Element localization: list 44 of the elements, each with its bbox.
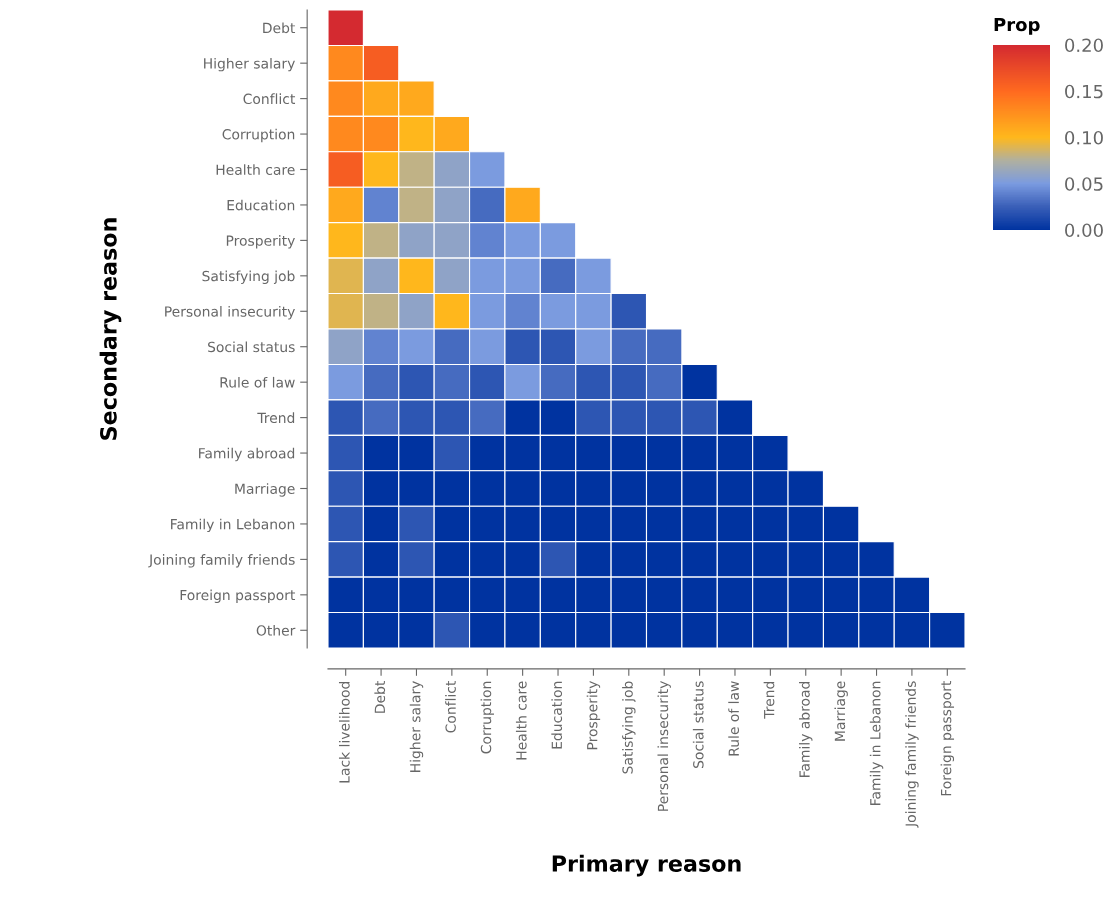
- x-tick-label: Joining family friends: [905, 681, 919, 828]
- y-tick-label: Rule of law: [220, 376, 295, 388]
- y-tick-label: Family in Lebanon: [171, 518, 295, 533]
- x-tick-label: Prosperity: [586, 681, 601, 750]
- x-tick-label: Family in Lebanon: [869, 681, 884, 805]
- x-tick-label: Health care: [515, 681, 527, 760]
- x-axis-title: Primary reason: [552, 854, 741, 877]
- y-tick-label: Higher salary: [204, 57, 295, 72]
- y-tick-label: Other: [256, 625, 296, 636]
- x-tick-label: Family abroad: [799, 681, 813, 777]
- y-tick-label: Debt: [263, 22, 296, 34]
- y-tick-label: Prosperity: [226, 235, 295, 249]
- x-tick-label: Personal insecurity: [657, 681, 671, 811]
- color-bar-label: 0.10: [1065, 130, 1103, 145]
- color-bar-label: 0.00: [1065, 223, 1103, 238]
- x-tick-label: Education: [551, 681, 563, 749]
- color-bar-label: 0.05: [1065, 177, 1103, 191]
- y-tick-label: Corruption: [222, 128, 295, 143]
- x-tick-label: Conflict: [445, 680, 456, 733]
- color-bar-label: 0.20: [1065, 38, 1103, 53]
- y-axis-title: Secondary reason: [99, 218, 122, 440]
- x-tick-label: Trend: [763, 681, 775, 719]
- y-tick-label: Health care: [216, 164, 295, 175]
- x-tick-label: Higher salary: [409, 681, 424, 772]
- x-tick-label: Social status: [692, 681, 704, 768]
- color-bar-title: Prop: [994, 17, 1040, 35]
- x-tick-label: Debt: [374, 680, 386, 713]
- y-tick-label: Foreign passport: [180, 589, 296, 603]
- color-bar-label: 0.15: [1065, 84, 1103, 99]
- x-tick-label: Corruption: [480, 681, 494, 754]
- y-tick-label: Joining family friends: [148, 554, 295, 568]
- y-tick-label: Trend: [257, 412, 295, 424]
- y-tick-label: Satisfying job: [202, 270, 295, 284]
- y-tick-label: Social status: [208, 341, 295, 353]
- x-tick-label: Satisfying job: [622, 681, 636, 774]
- y-tick-label: Family abroad: [199, 447, 295, 462]
- y-tick-label: Education: [227, 199, 295, 211]
- x-tick-label: Foreign passport: [940, 680, 955, 796]
- y-tick-label: Personal insecurity: [165, 306, 295, 320]
- x-tick-label: Lack livelihood: [338, 681, 350, 783]
- x-tick-label: Marriage: [834, 681, 848, 741]
- y-tick-label: Conflict: [243, 93, 296, 105]
- x-tick-label: Rule of law: [728, 681, 739, 756]
- y-tick-label: Marriage: [235, 483, 295, 497]
